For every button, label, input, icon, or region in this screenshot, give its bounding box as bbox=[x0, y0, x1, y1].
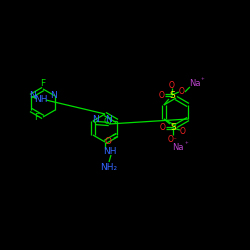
Text: N: N bbox=[92, 114, 99, 124]
Text: O: O bbox=[180, 126, 186, 136]
Text: N: N bbox=[30, 92, 36, 100]
Text: N: N bbox=[50, 92, 56, 100]
Text: Cl: Cl bbox=[104, 116, 112, 126]
Text: NH: NH bbox=[103, 148, 117, 156]
Text: S: S bbox=[170, 124, 176, 132]
Text: S: S bbox=[169, 90, 175, 100]
Text: O: O bbox=[179, 88, 185, 96]
Text: NH₂: NH₂ bbox=[100, 162, 117, 172]
Text: N: N bbox=[106, 116, 112, 124]
Text: Na: Na bbox=[172, 144, 184, 152]
Text: O: O bbox=[104, 136, 112, 145]
Text: NH: NH bbox=[34, 96, 48, 104]
Text: O⁻: O⁻ bbox=[168, 134, 178, 143]
Text: ⁺: ⁺ bbox=[185, 142, 189, 148]
Text: F: F bbox=[40, 80, 46, 88]
Text: O: O bbox=[160, 124, 166, 132]
Text: O: O bbox=[169, 80, 175, 90]
Text: Na: Na bbox=[189, 80, 201, 88]
Text: F: F bbox=[34, 114, 40, 122]
Text: O: O bbox=[159, 90, 165, 100]
Text: ⁺: ⁺ bbox=[201, 78, 205, 84]
